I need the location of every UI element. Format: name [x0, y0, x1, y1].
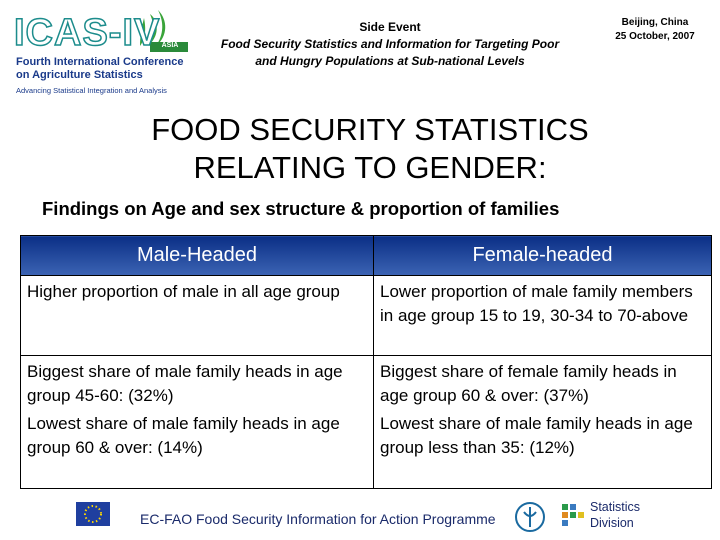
division-line: Statistics — [590, 500, 641, 514]
findings-table: Male-Headed Female-headed Higher proport… — [20, 235, 712, 489]
event-line: and Hungry Populations at Sub-national L… — [255, 54, 525, 68]
cell-text: Lowest share of male family heads in age… — [380, 414, 693, 457]
column-header: Female-headed — [373, 235, 712, 276]
logo-name: ICAS-IV — [13, 11, 161, 55]
event-line: Side Event — [359, 20, 421, 34]
logo-tagline: Advancing Statistical Integration and An… — [16, 86, 167, 95]
place: Beijing, China — [621, 17, 689, 28]
footer-graphics — [76, 502, 584, 532]
programme: EC-FAO Food Security Information for Act… — [140, 511, 496, 527]
division-line: Division — [590, 516, 634, 530]
row: Higher proportion of male in all age gro… — [20, 275, 712, 356]
date: 25 October, 2007 — [615, 31, 695, 42]
column-header: Male-Headed — [20, 235, 374, 276]
logo-conference: Fourth International Conference on Agric… — [16, 56, 183, 82]
logo-graphic — [140, 10, 188, 52]
eu-stars — [84, 505, 102, 523]
cell: Higher proportion of male in all age gro… — [20, 275, 374, 356]
cell-text: Higher proportion of male in all age gro… — [27, 282, 340, 301]
logo-line: on Agriculture Statistics — [16, 69, 143, 81]
logo-line: Fourth International Conference — [16, 56, 184, 68]
subtitle: Findings on Age and sex structure & prop… — [42, 198, 560, 219]
cell-text: Lowest share of male family heads in age… — [27, 414, 340, 457]
division: Statistics Division — [590, 499, 640, 531]
fao-logo — [515, 502, 545, 532]
cell-text: Biggest share of male family heads in ag… — [27, 362, 343, 405]
title-line: FOOD SECURITY STATISTICS — [151, 112, 589, 147]
cell-text: Lower proportion of male family members … — [380, 282, 693, 325]
header-row: Male-Headed Female-headed — [20, 235, 712, 276]
row: Biggest share of male family heads in ag… — [20, 355, 712, 489]
cell: Lower proportion of male family members … — [373, 275, 712, 356]
cell: Biggest share of female family heads in … — [373, 355, 712, 489]
cell-text: Biggest share of female family heads in … — [380, 362, 677, 405]
logo-region: ASIA — [161, 42, 179, 49]
cell: Biggest share of male family heads in ag… — [20, 355, 374, 489]
event-line: Food Security Statistics and Information… — [220, 37, 560, 51]
title-line: RELATING TO GENDER: — [193, 150, 547, 185]
